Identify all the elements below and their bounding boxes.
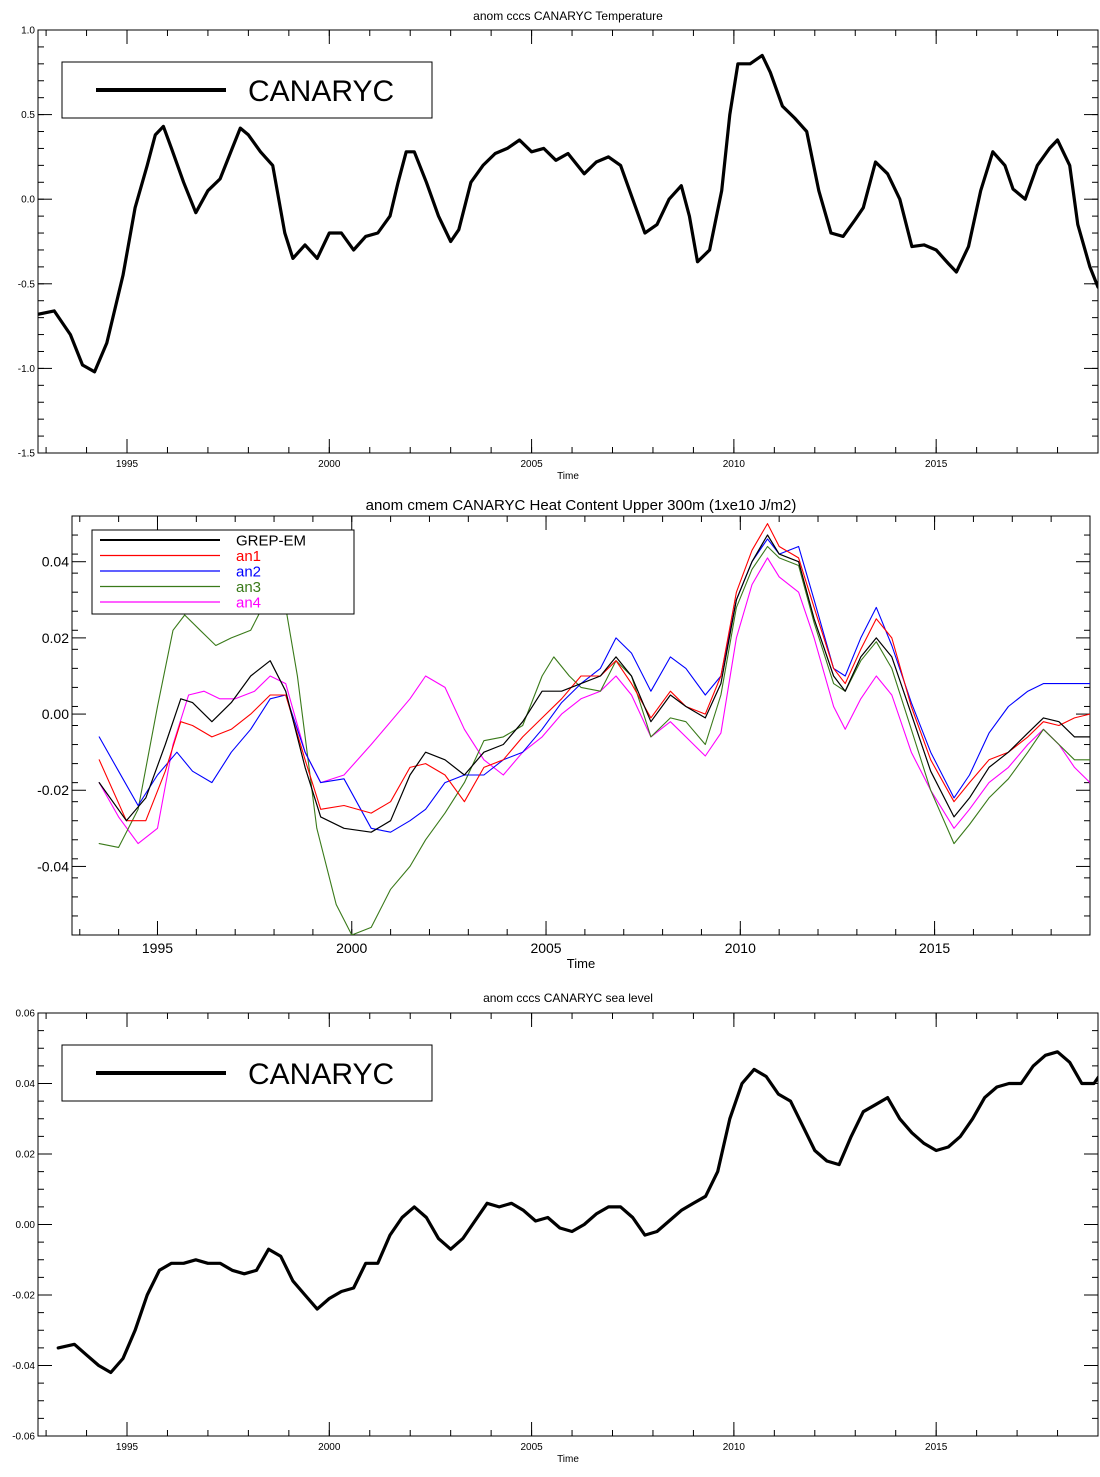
y-tick-label: 0.02 [42,630,69,646]
y-tick-label: -0.02 [12,1291,35,1302]
y-tick-label: -0.04 [12,1361,35,1372]
series-line-an2 [98,538,1090,833]
y-tick-label: 0.5 [21,110,35,121]
x-tick-label: 2000 [318,459,341,470]
series-line-an1 [98,523,1090,822]
y-tick-label: 0.00 [16,1220,36,1231]
x-axis-label: Time [557,1454,579,1465]
x-tick-label: 2005 [520,1442,543,1453]
legend-label: CANARYC [248,75,394,108]
series-line-an4 [98,557,1090,845]
y-tick-label: 1.0 [21,26,35,37]
x-tick-label: 2005 [520,459,543,470]
x-tick-label: 2015 [919,940,950,956]
legend-label: an4 [236,594,261,611]
x-tick-label: 2015 [925,1442,948,1453]
temperature-panel: anom cccs CANARYC Temperature 1995 2000 200… [18,9,1099,482]
x-tick-label: 2005 [530,940,561,956]
y-tick-label: -1.5 [18,449,36,460]
y-tick-label: 0.00 [42,706,69,722]
x-tick-label: 1995 [116,1442,139,1453]
legend-label: an3 [236,579,261,596]
x-tick-label: 2015 [925,459,948,470]
legend-label: an2 [236,563,261,580]
legend-label: CANARYC [248,1058,394,1091]
x-axis-label: Time [567,956,595,971]
sea-level-panel: anom cccs CANARYC sea level 1995 2000 2005 2… [12,991,1099,1465]
y-tick-label: 0.02 [16,1150,36,1161]
y-tick-label: 0.0 [21,195,35,206]
x-tick-label: 2000 [336,940,367,956]
chart-title: anom cccs CANARYC sea level [483,991,653,1005]
series-line-canaryc [38,53,1098,374]
legend-box [91,529,355,615]
y-tick-label: 0.04 [42,554,69,570]
y-tick-label: -1.0 [18,364,36,375]
x-tick-label: 2010 [725,940,756,956]
chart-title: anom cmem CANARYC Heat Content Upper 300… [366,497,797,514]
x-tick-label: 2010 [723,1442,746,1453]
chart-title: anom cccs CANARYC Temperature [473,9,663,23]
series-line-grep-em [98,534,1090,833]
legend: CANARYC [61,1044,433,1102]
legend-label: GREP-EM [236,532,306,549]
plot-frame [37,29,1099,454]
y-tick-label: -0.5 [18,279,36,290]
x-tick-label: 1995 [142,940,173,956]
legend: CANARYC [61,61,433,119]
y-tick-label: -0.04 [37,858,69,874]
heat-content-panel: anom cmem CANARYC Heat Content Upper 300… [37,497,1091,971]
x-tick-label: 1995 [116,459,139,470]
x-tick-label: 2000 [318,1442,341,1453]
x-axis-label: Time [557,471,579,482]
legend-label: an1 [236,548,261,565]
series-line-canaryc [56,1050,1098,1375]
y-tick-label: -0.06 [12,1432,35,1443]
y-tick-label: 0.04 [16,1079,36,1090]
y-tick-label: 0.06 [16,1009,36,1020]
y-tick-label: -0.02 [37,782,69,798]
x-tick-label: 2010 [723,459,746,470]
